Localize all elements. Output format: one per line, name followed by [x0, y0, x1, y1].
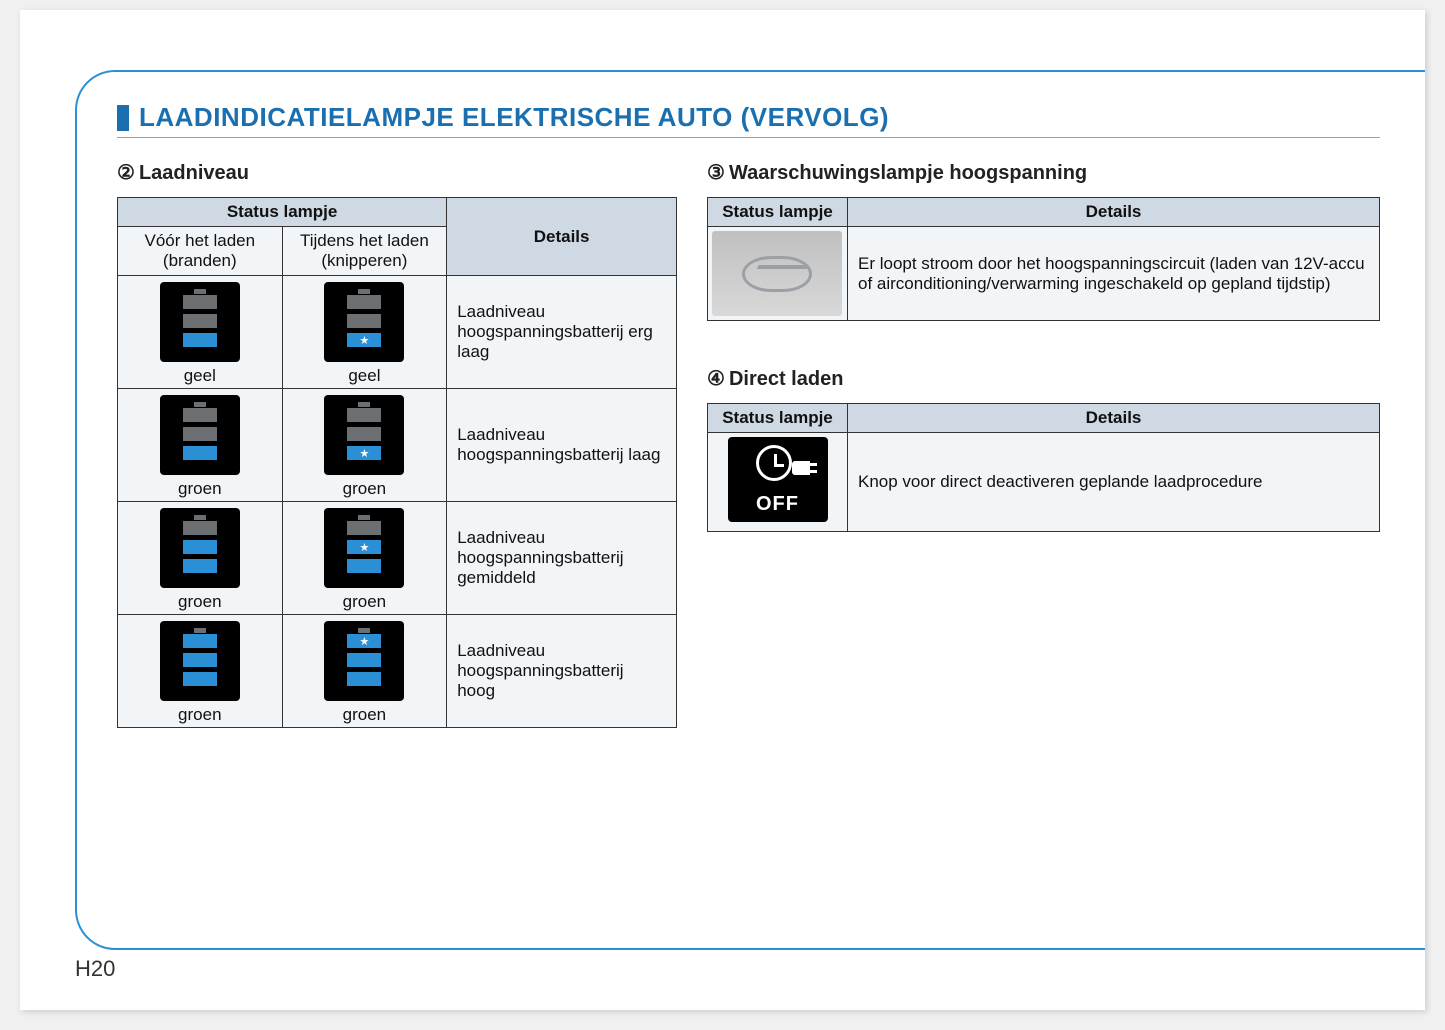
table-row: ★ Laadniveau hoogspanningsbatterij laag [118, 389, 677, 478]
details-cell: Laadniveau hoogspanningsbatterij erg laa… [447, 276, 677, 389]
right-column: ③Waarschuwingslampje hoogspanning Status… [707, 160, 1380, 728]
table-row: ★ Laadniveau hoogspanningsbatterij hoog [118, 615, 677, 704]
color-label: groen [282, 477, 447, 502]
color-label: groen [118, 477, 283, 502]
direct-laden-table: Status lampje Details OFF Knop voor dire… [707, 403, 1380, 532]
details-cell: Laadniveau hoogspanningsbatterij gemidde… [447, 502, 677, 615]
color-label: geel [282, 364, 447, 389]
col-before: Vóór het laden (branden) [118, 227, 283, 276]
battery-icon [160, 395, 240, 475]
battery-icon [160, 282, 240, 362]
color-label: groen [282, 703, 447, 728]
table-header-row: Status lampje Details [708, 198, 1380, 227]
col-status: Status lampje [708, 404, 848, 433]
col-during: Tijdens het laden (knipperen) [282, 227, 447, 276]
color-label: groen [118, 703, 283, 728]
details-cell: Laadniveau hoogspanningsbatterij hoog [447, 615, 677, 728]
color-label: groen [118, 590, 283, 615]
col-status: Status lampje [708, 198, 848, 227]
section-2-num: ② [117, 162, 135, 184]
battery-during-cell: ★ [282, 615, 447, 704]
color-label: groen [282, 590, 447, 615]
section-4-num: ④ [707, 368, 725, 390]
hoogspanning-table: Status lampje Details Er loopt stroom do… [707, 197, 1380, 321]
table-row: ★ Laadniveau hoogspanningsbatterij gemid… [118, 502, 677, 591]
battery-before-cell [118, 615, 283, 704]
scheduled-off-icon: OFF [728, 437, 828, 522]
battery-before-cell [118, 389, 283, 478]
title-bar-wrap: LAADINDICATIELAMPJE ELEKTRISCHE AUTO (VE… [117, 102, 1380, 138]
table-header-row: Status lampje Details [708, 404, 1380, 433]
section-2-heading: ②Laadniveau [117, 160, 677, 185]
document-page: LAADINDICATIELAMPJE ELEKTRISCHE AUTO (VE… [20, 10, 1425, 1010]
two-column-layout: ②Laadniveau Status lampje Details Vóór h… [117, 160, 1380, 728]
battery-icon [160, 508, 240, 588]
battery-icon: ★ [324, 282, 404, 362]
section-3-title: Waarschuwingslampje hoogspanning [729, 162, 1087, 184]
table-header-row-1: Status lampje Details [118, 198, 677, 227]
table-row: ★ Laadniveau hoogspanningsbatterij erg l… [118, 276, 677, 365]
battery-during-cell: ★ [282, 502, 447, 591]
section-3-heading: ③Waarschuwingslampje hoogspanning [707, 160, 1380, 185]
battery-during-cell: ★ [282, 389, 447, 478]
off-icon-cell: OFF [708, 433, 848, 532]
content-frame: LAADINDICATIELAMPJE ELEKTRISCHE AUTO (VE… [75, 70, 1425, 950]
section-4-title: Direct laden [729, 368, 843, 390]
details-cell: Knop voor direct deactiveren geplande la… [848, 433, 1380, 532]
section-3-num: ③ [707, 162, 725, 184]
col-details: Details [848, 198, 1380, 227]
battery-before-cell [118, 502, 283, 591]
hyundai-badge-icon [712, 231, 842, 316]
battery-before-cell [118, 276, 283, 365]
details-cell: Er loopt stroom door het hoogspanningsci… [848, 227, 1380, 321]
battery-icon [160, 621, 240, 701]
table-row: Er loopt stroom door het hoogspanningsci… [708, 227, 1380, 321]
laadniveau-table: Status lampje Details Vóór het laden (br… [117, 197, 677, 728]
title-accent-bar [117, 105, 129, 131]
left-column: ②Laadniveau Status lampje Details Vóór h… [117, 160, 677, 728]
details-cell: Laadniveau hoogspanningsbatterij laag [447, 389, 677, 502]
col-details: Details [848, 404, 1380, 433]
color-label: geel [118, 364, 283, 389]
battery-icon: ★ [324, 508, 404, 588]
table-row: OFF Knop voor direct deactiveren gepland… [708, 433, 1380, 532]
section-2-title: Laadniveau [139, 162, 249, 184]
section-4-heading: ④Direct laden [707, 366, 1380, 391]
col-status-lampje: Status lampje [118, 198, 447, 227]
off-label: OFF [728, 493, 828, 516]
page-title: LAADINDICATIELAMPJE ELEKTRISCHE AUTO (VE… [139, 102, 889, 133]
battery-during-cell: ★ [282, 276, 447, 365]
page-number: H20 [75, 956, 115, 982]
battery-icon: ★ [324, 621, 404, 701]
logo-cell [708, 227, 848, 321]
col-details: Details [447, 198, 677, 276]
battery-icon: ★ [324, 395, 404, 475]
